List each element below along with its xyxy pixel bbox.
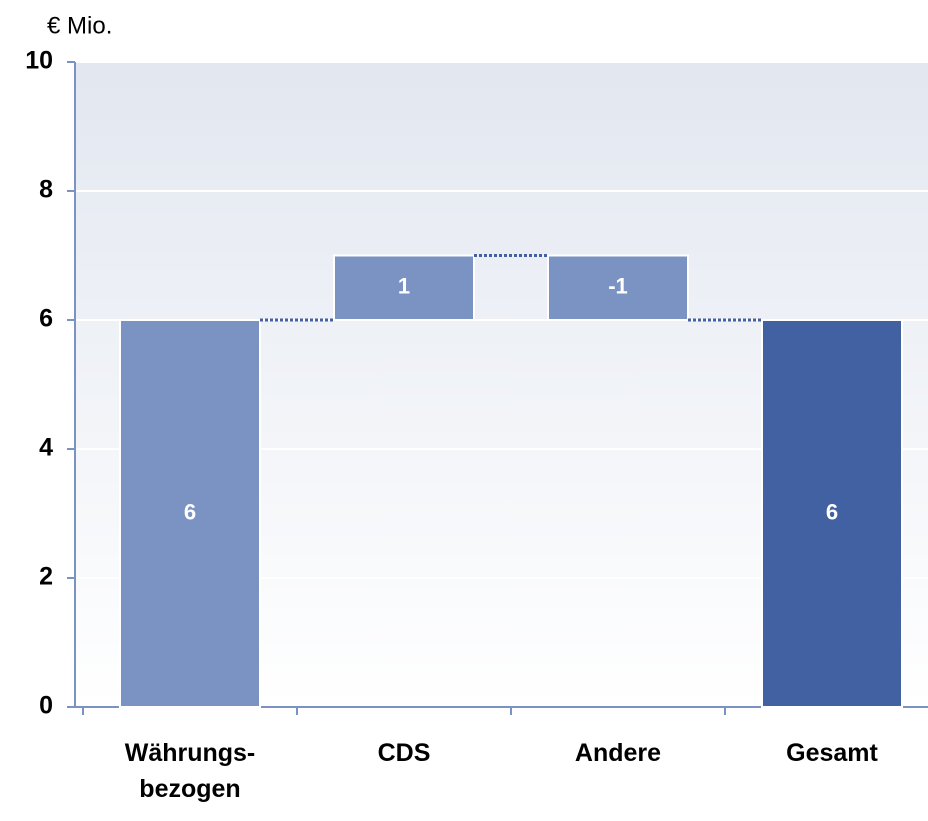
value-label: -1 [608,274,628,299]
y-tick-label: 8 [39,176,53,204]
bar [333,254,475,321]
x-tick-label: Andere [574,739,662,767]
x-tick-label: CDS [377,739,431,767]
bar [119,319,261,708]
y-tick-label: 0 [39,692,53,720]
y-tick-label: 2 [39,563,53,591]
y-tick-label: 4 [39,434,53,462]
value-label: 1 [398,274,410,299]
y-axis-label: € Mio. [47,12,112,39]
y-tick-label: 10 [25,47,53,75]
bar [547,254,689,321]
y-tick-label: 6 [39,305,53,333]
x-tick-label: Währungs- bezogen [124,739,256,803]
value-label: 6 [826,499,838,524]
bar [761,319,903,708]
x-tick-label: Gesamt [786,739,878,767]
value-label: 6 [184,499,196,524]
